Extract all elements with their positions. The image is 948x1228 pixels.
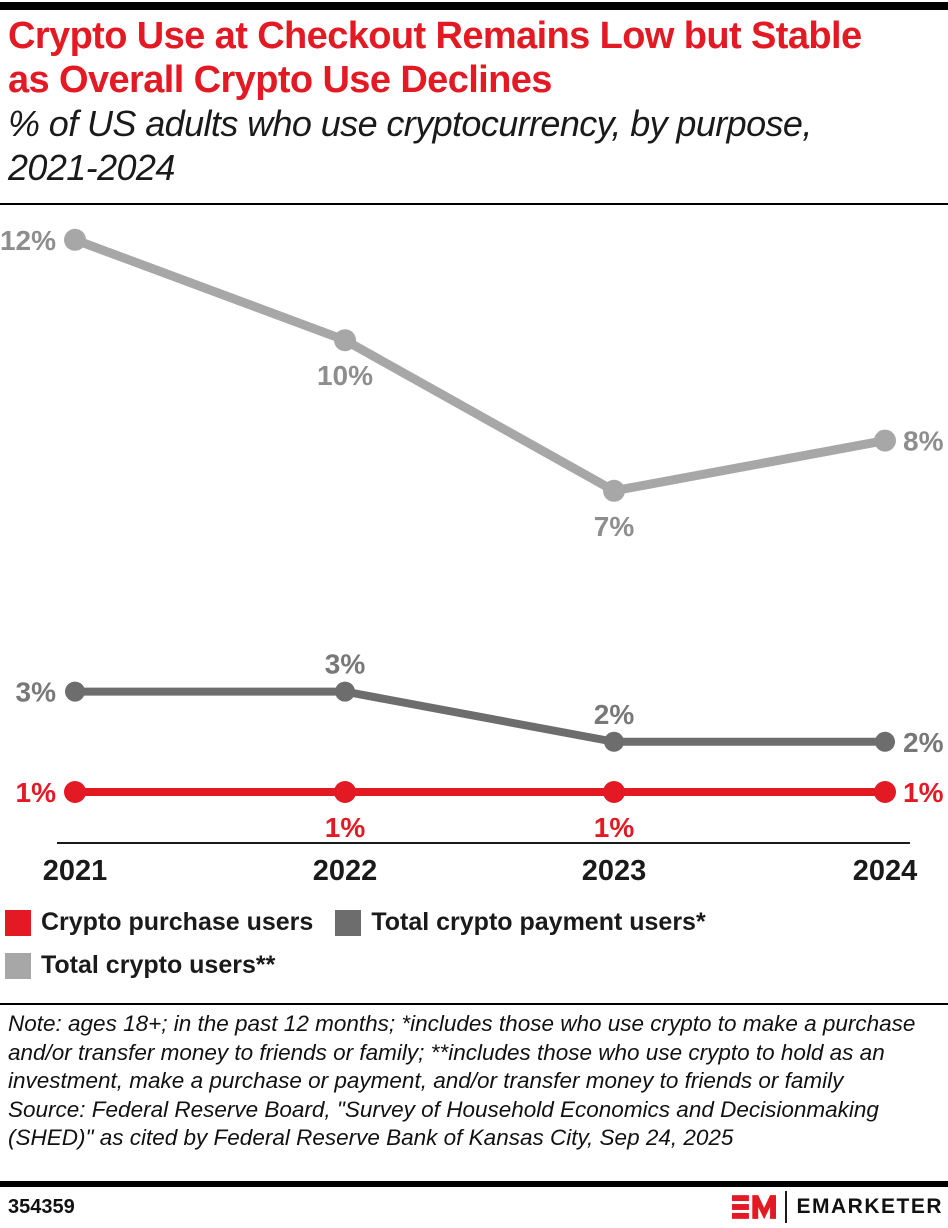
- data-point-total-crypto-payment-users: [65, 681, 85, 702]
- data-point-total-crypto-users: [334, 329, 356, 352]
- emarketer-logo: EMARKETER: [732, 1190, 943, 1224]
- data-point-crypto-purchase-users: [874, 781, 896, 803]
- legend: Crypto purchase users Total crypto payme…: [5, 908, 706, 980]
- page-subtitle-line-1: % of US adults who use cryptocurrency, b…: [8, 103, 812, 144]
- data-point-crypto-purchase-users: [603, 781, 625, 803]
- data-label-total-crypto-users: 10%: [317, 360, 373, 391]
- notes-divider: [0, 1003, 948, 1005]
- legend-row-2: Total crypto users**: [5, 951, 706, 980]
- x-tick-label: 2022: [313, 855, 378, 887]
- legend-row-1: Crypto purchase users Total crypto payme…: [5, 908, 706, 937]
- data-label-crypto-purchase-users: 1%: [325, 812, 366, 843]
- logo-divider: [785, 1191, 788, 1223]
- data-label-crypto-purchase-users: 1%: [16, 777, 57, 808]
- data-label-crypto-purchase-users: 1%: [903, 777, 944, 808]
- data-label-total-crypto-payment-users: 3%: [16, 677, 57, 708]
- data-point-crypto-purchase-users: [64, 781, 86, 803]
- data-point-crypto-purchase-users: [334, 781, 356, 803]
- data-point-total-crypto-payment-users: [604, 731, 624, 752]
- page-title-line-1: Crypto Use at Checkout Remains Low but S…: [8, 15, 862, 57]
- data-label-total-crypto-users: 8%: [903, 426, 944, 457]
- legend-swatch-dark-gray-icon: [335, 909, 362, 936]
- data-label-total-crypto-payment-users: 2%: [594, 699, 635, 730]
- chart-id: 354359: [8, 1196, 75, 1218]
- page-title-line-2: as Overall Crypto Use Declines: [8, 59, 552, 101]
- series-line-total-crypto-payment-users: [75, 687, 885, 746]
- x-tick-label: 2023: [582, 855, 647, 887]
- data-label-total-crypto-users: 12%: [0, 225, 56, 256]
- data-point-total-crypto-users: [603, 479, 625, 502]
- data-point-total-crypto-users: [874, 429, 896, 452]
- legend-label: Total crypto users**: [41, 951, 276, 979]
- series-line-total-crypto-users: [73, 235, 886, 496]
- page-subtitle: % of US adults who use cryptocurrency, b…: [8, 102, 812, 190]
- source-text: Source: Federal Reserve Board, "Survey o…: [8, 1096, 879, 1151]
- legend-item-total-crypto-users: Total crypto users**: [5, 951, 275, 980]
- note-text: Note: ages 18+; in the past 12 months; *…: [8, 1011, 916, 1093]
- line-chart: 2021 2022 2023 2024 12% 10% 7% 8% 3% 3% 2% 2% 1% 1% 1%…: [0, 225, 944, 887]
- page-subtitle-line-2: 2021-2024: [8, 147, 175, 188]
- x-tick-label: 2024: [853, 855, 918, 887]
- data-point-total-crypto-payment-users: [335, 681, 355, 702]
- legend-item-total-crypto-payment-users: Total crypto payment users*: [335, 908, 706, 937]
- data-label-total-crypto-payment-users: 3%: [325, 649, 366, 680]
- data-label-total-crypto-users: 7%: [594, 511, 635, 542]
- data-label-total-crypto-payment-users: 2%: [903, 727, 944, 758]
- brand-name: EMARKETER: [796, 1195, 943, 1218]
- em-logo-icon: [732, 1195, 777, 1220]
- data-point-total-crypto-payment-users: [875, 731, 895, 752]
- page-title: Crypto Use at Checkout Remains Low but S…: [8, 14, 862, 102]
- top-black-bar: [0, 2, 948, 10]
- notes-block: Note: ages 18+; in the past 12 months; *…: [8, 1010, 942, 1153]
- bottom-black-bar: [0, 1181, 948, 1187]
- header-divider: [0, 203, 948, 205]
- data-label-crypto-purchase-users: 1%: [594, 812, 635, 843]
- legend-item-crypto-purchase-users: Crypto purchase users: [5, 908, 313, 937]
- legend-label: Crypto purchase users: [41, 908, 314, 936]
- legend-swatch-red-icon: [5, 909, 31, 936]
- legend-swatch-light-gray-icon: [5, 952, 31, 979]
- x-tick-label: 2021: [43, 855, 108, 887]
- legend-label: Total crypto payment users*: [371, 908, 706, 936]
- data-point-total-crypto-users: [64, 228, 86, 251]
